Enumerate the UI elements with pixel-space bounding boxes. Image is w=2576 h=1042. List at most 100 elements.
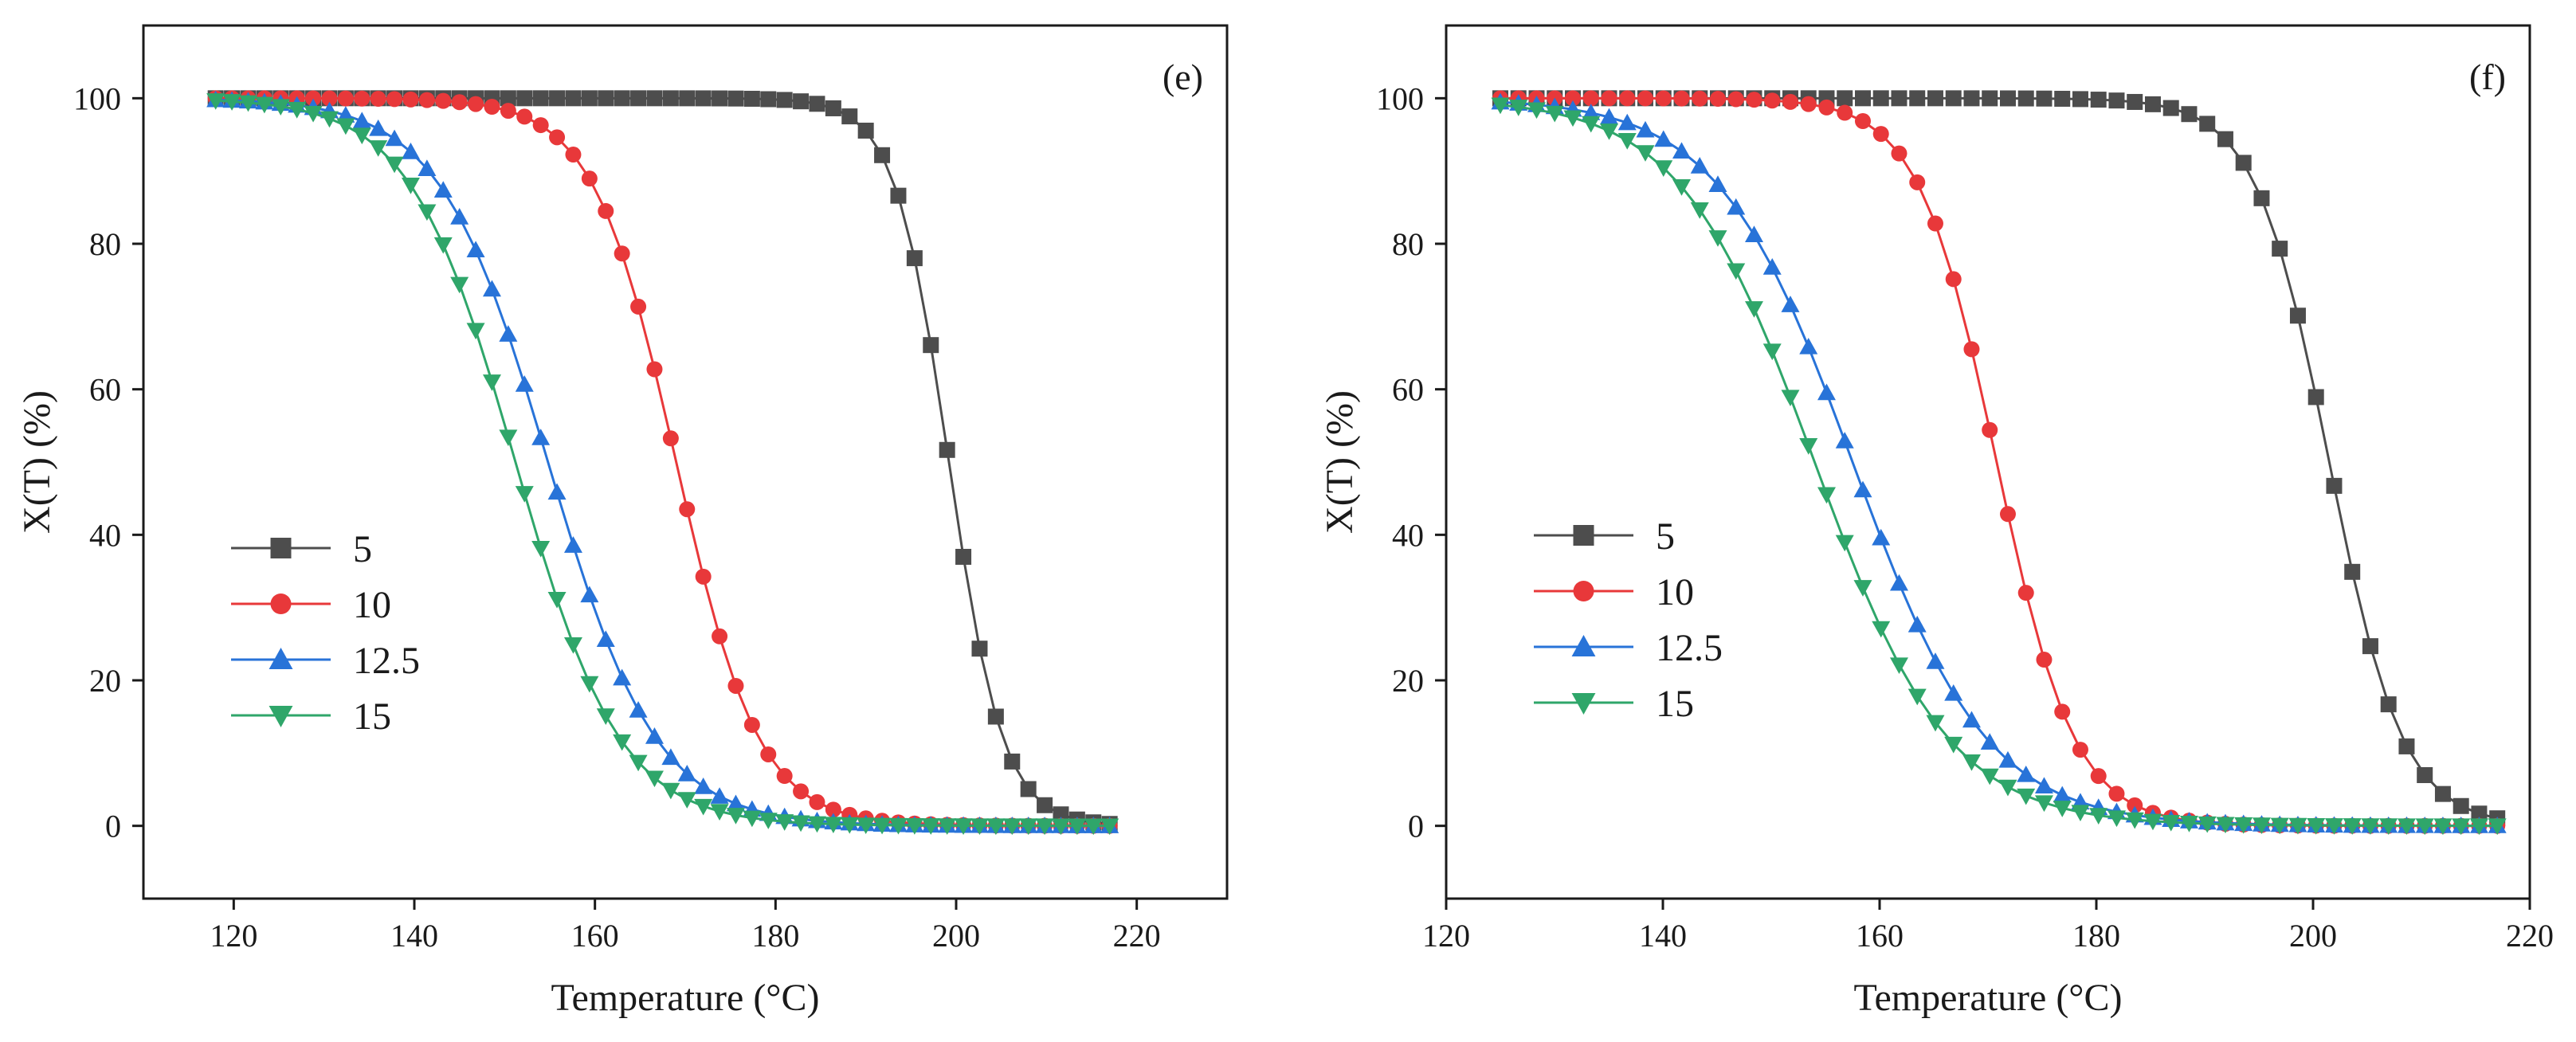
- legend-item-15: 15: [231, 695, 391, 738]
- legend-label: 15: [1656, 683, 1694, 725]
- series-line-15: [1500, 104, 2498, 828]
- data-point: [401, 143, 420, 159]
- data-point: [662, 430, 679, 447]
- data-point: [1708, 230, 1727, 247]
- data-point: [939, 441, 955, 458]
- data-point: [549, 90, 566, 107]
- data-point: [1655, 90, 1672, 107]
- data-point: [710, 804, 729, 821]
- data-point: [2072, 91, 2088, 108]
- series-12.5: [206, 90, 1119, 833]
- data-point: [2217, 131, 2233, 147]
- data-point: [1035, 818, 1054, 836]
- data-point: [1762, 343, 1782, 361]
- data-point: [2054, 90, 2071, 107]
- series-line-10: [1500, 96, 2498, 828]
- y-tick-label: 0: [1408, 809, 1424, 844]
- data-point: [1692, 90, 1708, 107]
- data-point: [2034, 777, 2053, 794]
- data-point: [1782, 93, 1798, 110]
- data-point: [2253, 190, 2270, 206]
- data-point: [1889, 657, 1908, 675]
- data-point: [1746, 92, 1762, 108]
- data-point: [2307, 817, 2326, 835]
- data-point: [857, 122, 874, 139]
- legend-label: 12.5: [1656, 627, 1723, 669]
- x-tick-label: 140: [390, 918, 438, 954]
- data-point: [238, 95, 257, 112]
- data-point: [531, 540, 551, 558]
- data-point: [1509, 100, 1528, 116]
- data-point: [1945, 90, 1962, 107]
- data-point: [1020, 781, 1037, 797]
- series-line-5: [1500, 96, 2498, 820]
- data-point: [516, 90, 533, 107]
- data-point: [2179, 816, 2198, 832]
- data-point: [645, 770, 664, 788]
- data-point: [1673, 90, 1690, 107]
- data-point: [2017, 90, 2034, 107]
- data-point: [2415, 818, 2434, 836]
- data-point: [1617, 133, 1637, 150]
- data-point: [1998, 779, 2017, 797]
- y-tick-label: 60: [89, 372, 121, 408]
- data-point: [1617, 113, 1637, 131]
- series-15: [206, 93, 1119, 836]
- data-point: [2162, 100, 2179, 116]
- data-point: [2471, 805, 2488, 822]
- data-point: [888, 817, 908, 835]
- data-point: [2488, 818, 2507, 836]
- data-point: [482, 280, 501, 297]
- x-tick-label: 120: [1422, 918, 1470, 954]
- data-point: [760, 91, 777, 108]
- data-point: [433, 237, 453, 254]
- data-point: [726, 794, 745, 812]
- data-point: [1891, 145, 1907, 162]
- legend-marker: [270, 593, 292, 614]
- data-point: [581, 170, 598, 187]
- legend-marker: [1571, 635, 1596, 656]
- data-point: [679, 90, 696, 107]
- data-point: [206, 93, 225, 110]
- data-point: [2053, 785, 2072, 803]
- data-point: [824, 817, 843, 834]
- series-line-5: [215, 96, 1110, 825]
- data-point: [1764, 92, 1781, 109]
- data-point: [1672, 142, 1691, 159]
- data-point: [1068, 818, 1087, 836]
- data-point: [2434, 785, 2451, 802]
- y-tick-label: 60: [1392, 372, 1424, 408]
- legend-label: 15: [353, 695, 391, 738]
- data-point: [874, 147, 891, 163]
- data-point: [1872, 621, 1891, 638]
- data-point: [482, 374, 501, 391]
- data-point: [905, 818, 924, 835]
- data-point: [2235, 155, 2252, 171]
- data-point: [1037, 797, 1053, 813]
- data-point: [1818, 99, 1835, 116]
- data-point: [1800, 96, 1817, 112]
- data-point: [354, 90, 371, 107]
- data-point: [450, 276, 469, 294]
- data-point: [695, 568, 712, 585]
- data-point: [2162, 814, 2181, 832]
- legend-item-10: 10: [1534, 571, 1694, 613]
- legend-label: 12.5: [353, 640, 420, 682]
- data-point: [563, 637, 582, 654]
- data-point: [2397, 818, 2416, 836]
- legend-marker: [270, 538, 292, 558]
- panel-label: (f): [2469, 57, 2506, 97]
- data-point: [1582, 90, 1599, 107]
- data-point: [1926, 715, 1945, 732]
- data-point: [1053, 806, 1069, 823]
- x-tick-label: 160: [1856, 918, 1904, 954]
- data-point: [2289, 308, 2306, 324]
- data-point: [1854, 90, 1871, 107]
- series-15: [1491, 97, 2507, 836]
- x-axis-title: Temperature (°C): [551, 977, 819, 1019]
- data-point: [1907, 688, 1927, 706]
- legend-item-12.5: 12.5: [1534, 627, 1723, 669]
- data-point: [1599, 108, 1618, 125]
- data-point: [547, 591, 567, 609]
